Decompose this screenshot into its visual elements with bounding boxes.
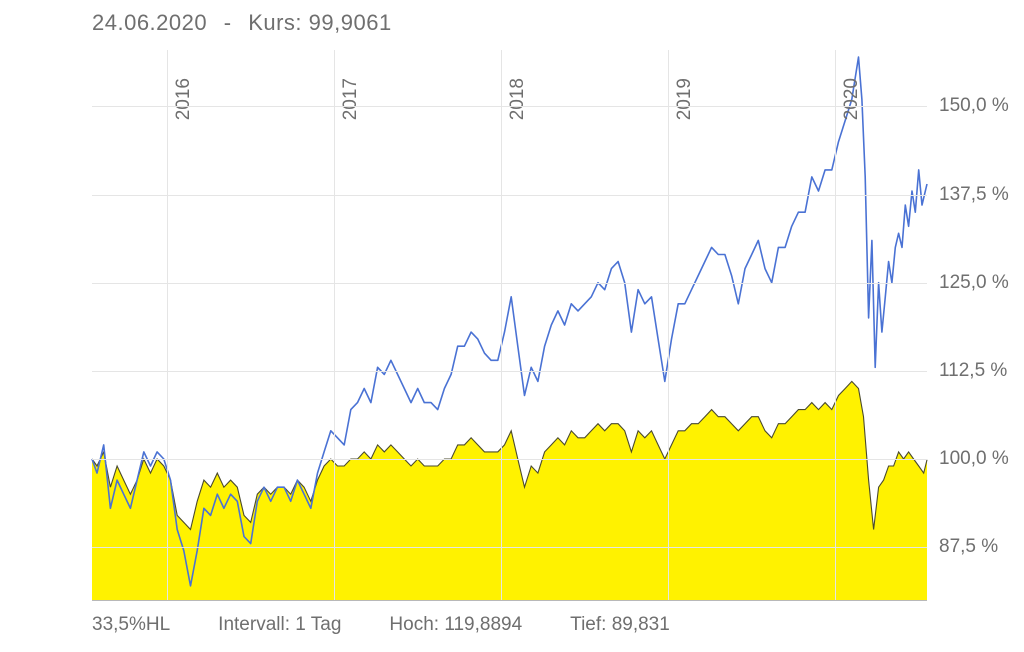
series-area-fill xyxy=(92,381,927,600)
chart-svg xyxy=(92,50,927,600)
chart-header: 24.06.2020 - Kurs: 99,9061 xyxy=(92,10,392,36)
x-axis-label: 2018 xyxy=(507,78,529,120)
grid-horizontal xyxy=(92,547,927,548)
grid-horizontal xyxy=(92,459,927,460)
y-axis-label: 125,0 % xyxy=(939,272,1009,294)
y-axis-label: 137,5 % xyxy=(939,184,1009,206)
x-axis-label: 2020 xyxy=(841,78,863,120)
grid-horizontal xyxy=(92,371,927,372)
footer-high: Hoch: 119,8894 xyxy=(389,614,522,636)
grid-vertical xyxy=(334,50,335,600)
chart-footer: 33,5%HL Intervall: 1 Tag Hoch: 119,8894 … xyxy=(92,614,670,636)
y-axis-label: 87,5 % xyxy=(939,536,998,558)
header-separator: - xyxy=(214,10,242,35)
y-axis-label: 150,0 % xyxy=(939,95,1009,117)
x-axis-label: 2016 xyxy=(173,78,195,120)
x-axis-label: 2017 xyxy=(340,78,362,120)
header-date: 24.06.2020 xyxy=(92,10,207,35)
x-axis-label: 2019 xyxy=(674,78,696,120)
header-kurs-label: Kurs: xyxy=(248,10,302,35)
plot-area[interactable]: 2016201720182019202087,5 %100,0 %112,5 %… xyxy=(92,50,927,601)
footer-interval: Intervall: 1 Tag xyxy=(218,614,341,636)
grid-vertical xyxy=(668,50,669,600)
grid-vertical xyxy=(835,50,836,600)
grid-horizontal xyxy=(92,195,927,196)
grid-horizontal xyxy=(92,283,927,284)
y-axis-label: 100,0 % xyxy=(939,448,1009,470)
financial-chart: 24.06.2020 - Kurs: 99,9061 2016 2017 2018 2… xyxy=(0,0,1024,652)
footer-hl: 33,5%HL xyxy=(92,614,170,636)
y-axis-label: 112,5 % xyxy=(939,360,1007,382)
footer-low: Tief: 89,831 xyxy=(570,614,670,636)
header-kurs-value: 99,9061 xyxy=(309,10,392,35)
grid-vertical xyxy=(167,50,168,600)
grid-horizontal xyxy=(92,106,927,107)
grid-vertical xyxy=(501,50,502,600)
